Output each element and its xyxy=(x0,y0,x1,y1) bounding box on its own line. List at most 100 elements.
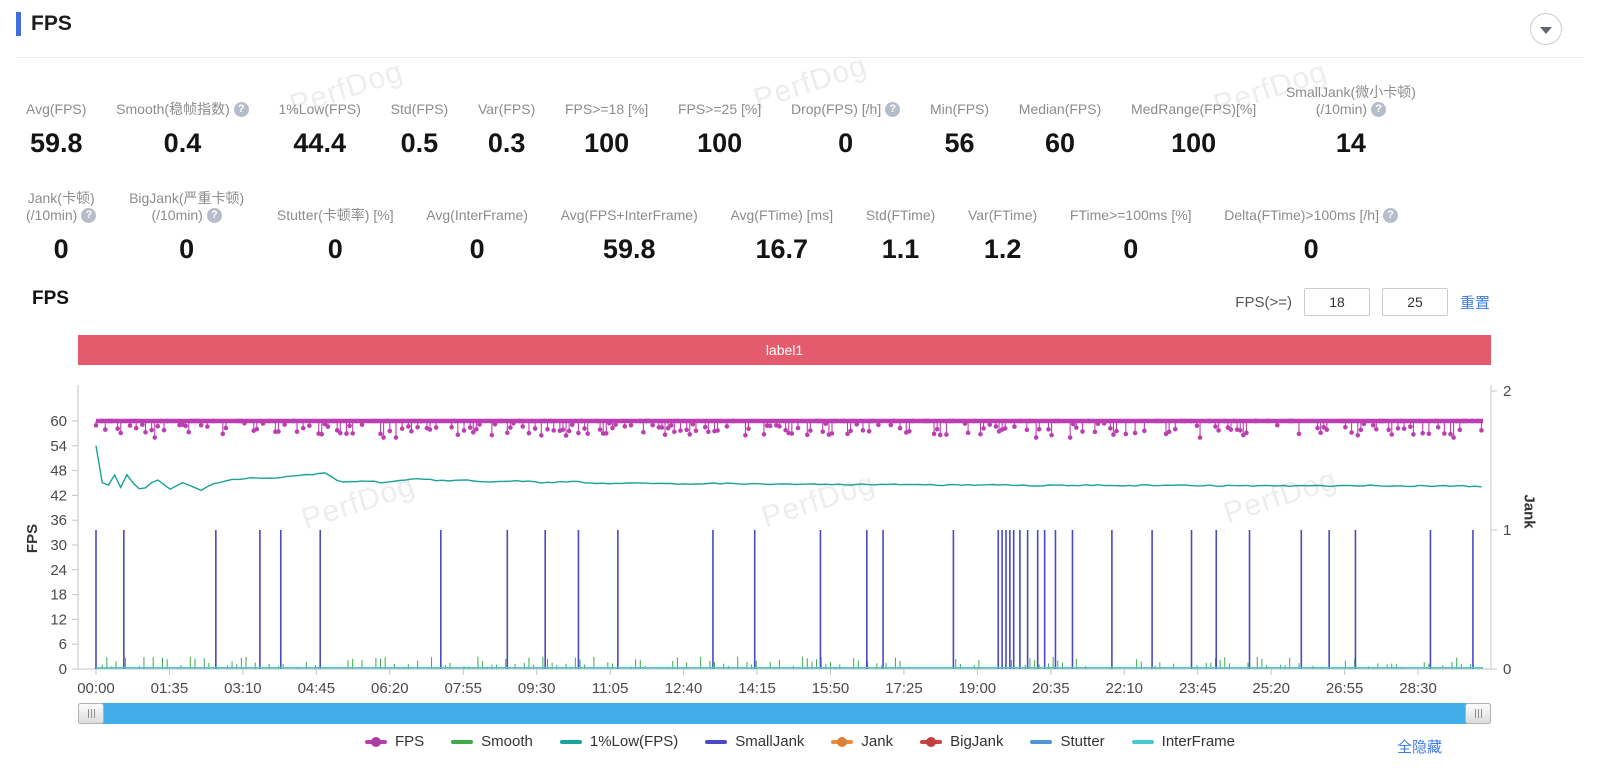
legend-item-1-low-fps-[interactable]: 1%Low(FPS) xyxy=(559,733,678,750)
series-fps-dot xyxy=(307,423,312,429)
series-fps-dot xyxy=(1380,418,1385,424)
stat-value: 0.3 xyxy=(487,128,526,158)
stat-label-text: Var(FPS) xyxy=(477,101,536,117)
reset-link[interactable]: 重置 xyxy=(1459,294,1490,312)
series-fps-dot xyxy=(1265,418,1271,424)
help-icon[interactable]: ? xyxy=(1371,102,1387,117)
series-fps-dot xyxy=(777,424,782,429)
legend-swatch-icon xyxy=(920,739,943,744)
legend-swatch-icon xyxy=(451,739,474,744)
stat-value: 59.8 xyxy=(29,128,83,158)
legend-item-smooth[interactable]: Smooth xyxy=(451,733,533,750)
stat-value: 14 xyxy=(1335,128,1366,158)
series-fps-dot xyxy=(684,427,689,433)
series-fps-dot xyxy=(526,430,532,436)
series-fps-dot xyxy=(350,431,355,436)
fps-ge-label: FPS(>=) xyxy=(1235,293,1292,311)
series-fps-dot xyxy=(910,418,915,424)
help-icon[interactable]: ? xyxy=(206,208,222,223)
series-fps-dot xyxy=(848,428,853,434)
series-fps-dot xyxy=(412,418,417,424)
series-fps-dot xyxy=(1253,418,1259,424)
series-fps-dot xyxy=(672,429,677,435)
series-fps-dot xyxy=(576,430,581,436)
series-fps-dot xyxy=(876,422,881,428)
chart-scrollbar[interactable] xyxy=(78,703,1491,724)
series-fps-dot xyxy=(149,427,154,433)
stat-item: Avg(FTime) [ms] 16.7 xyxy=(730,188,833,265)
legend-item-bigjank[interactable]: BigJank xyxy=(920,733,1003,750)
series-fps-dot xyxy=(511,421,516,426)
series-fps-dot xyxy=(1318,430,1323,436)
series-fps-dot xyxy=(1386,427,1391,433)
series-fps-dot xyxy=(1070,421,1076,427)
x-tick-label: 15:50 xyxy=(812,680,850,697)
series-fps-dot xyxy=(393,435,399,440)
stat-item: Delta(FTime)>100ms [/h]? 0 xyxy=(1224,188,1398,265)
series-fps-dot xyxy=(789,431,795,436)
legend-row: FPS Smooth 1%Low(FPS) SmallJank Jank BigJank S… xyxy=(0,733,1600,761)
y-tick-label: 42 xyxy=(50,487,67,504)
series-fps-dot xyxy=(1411,432,1416,437)
stat-label: SmallJank(微小卡顿) (/10min)? xyxy=(1286,82,1416,118)
help-icon[interactable]: ? xyxy=(885,102,901,117)
series-fps-dot xyxy=(582,426,587,431)
series-fps-dot xyxy=(1463,418,1469,424)
series-fps-dot xyxy=(1426,431,1432,437)
series-fps-dot xyxy=(993,424,999,429)
series-onepct-low-line xyxy=(95,445,1482,492)
stat-value: 0.4 xyxy=(163,128,202,158)
help-icon[interactable]: ? xyxy=(81,208,97,223)
series-fps-dot xyxy=(205,424,210,429)
fps-threshold-filter: FPS(>=) 重置 xyxy=(1235,288,1490,316)
stat-item: FTime>=100ms [%] 0 xyxy=(1070,188,1192,265)
series-fps-dot xyxy=(563,433,569,438)
stat-label-text: FPS>=25 [%] xyxy=(677,101,762,117)
legend-item-interframe[interactable]: InterFrame xyxy=(1131,733,1236,750)
series-fps-dot xyxy=(1457,427,1463,433)
fps-threshold-input-2[interactable] xyxy=(1381,288,1448,316)
help-icon[interactable]: ? xyxy=(233,102,249,117)
series-fps-dot xyxy=(647,418,652,424)
stat-label: Smooth(稳帧指数)? xyxy=(116,82,249,118)
stat-label: BigJank(严重卡顿) (/10min)? xyxy=(129,188,244,224)
series-fps-dot xyxy=(322,421,328,427)
legend-label: Jank xyxy=(861,733,894,750)
header-divider xyxy=(16,57,1584,58)
chart-area: 0 6 12 18 24 30 36 42 48 54 60 0 1 2 00:00 01:35 03:10 04… xyxy=(0,375,1600,705)
legend-item-fps[interactable]: FPS xyxy=(364,733,424,750)
collapse-button[interactable] xyxy=(1530,13,1562,45)
stat-label: Stutter(卡顿率) [%] xyxy=(277,188,394,224)
y-tick-label: 36 xyxy=(50,512,67,529)
stat-item: Smooth(稳帧指数)? 0.4 xyxy=(116,82,249,159)
scrollbar-handle-left[interactable] xyxy=(78,703,104,724)
stat-value: 100 xyxy=(1171,128,1217,158)
legend-item-stutter[interactable]: Stutter xyxy=(1030,733,1105,750)
series-fps-dot xyxy=(1389,432,1395,437)
series-fps-dot xyxy=(1228,427,1234,432)
scrollbar-handle-right[interactable] xyxy=(1465,703,1491,724)
stat-label: 1%Low(FPS) xyxy=(278,82,360,118)
label-banner: label1 xyxy=(78,335,1491,365)
legend-item-smalljank[interactable]: SmallJank xyxy=(705,733,804,750)
series-fps-dot xyxy=(1435,424,1441,430)
stat-label-text: Drop(FPS) [/h] xyxy=(790,101,882,117)
stat-label-text: Median(FPS) xyxy=(1018,101,1102,117)
legend-item-jank[interactable]: Jank xyxy=(831,733,893,750)
series-fps-dot xyxy=(399,426,405,431)
legend-label: InterFrame xyxy=(1161,733,1236,750)
hide-all-link[interactable]: 全隐藏 xyxy=(1396,739,1442,756)
help-icon[interactable]: ? xyxy=(1382,208,1398,223)
fps-threshold-input-1[interactable] xyxy=(1303,288,1370,316)
series-fps-dot xyxy=(897,425,903,431)
y-tick-label: 2 xyxy=(1503,383,1511,400)
series-fps-dot xyxy=(1432,418,1438,424)
series-fps-dot xyxy=(276,429,281,434)
stat-label: MedRange(FPS)[%] xyxy=(1131,82,1256,118)
series-fps-dot xyxy=(1018,418,1024,424)
series-fps-dot xyxy=(118,430,124,436)
stat-label-text: SmallJank(微小卡顿) xyxy=(1285,84,1416,100)
series-fps-dot xyxy=(1092,429,1098,435)
